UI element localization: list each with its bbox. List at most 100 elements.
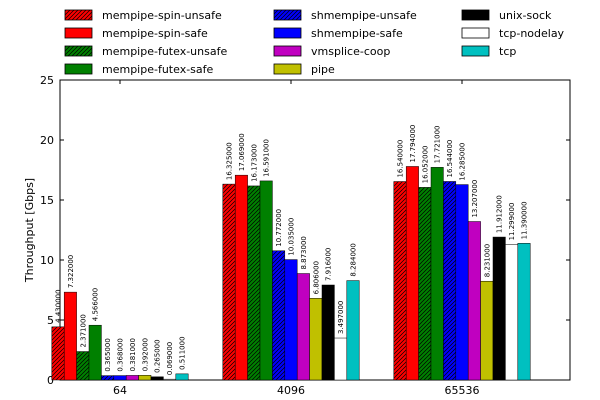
y-axis-label: Throughput [Gbps] <box>23 178 36 283</box>
data-label-mempipe-spin-safe-64: 7.322000 <box>67 255 75 288</box>
bar-mempipe-futex-safe-4096 <box>259 180 273 381</box>
bar-unix-sock-4096 <box>321 284 335 381</box>
x-axis: 64 4096 65536 <box>113 80 480 397</box>
bar-mempipe-spin-safe-64 <box>63 291 77 381</box>
data-label-shmempipe-unsafe-64: 0.365000 <box>104 338 112 371</box>
data-label-mempipe-spin-safe-4096: 17.069000 <box>238 133 246 171</box>
legend-swatch-tcp <box>461 45 490 57</box>
legend-label-mempipe-spin-safe: mempipe-spin-safe <box>102 27 208 40</box>
data-label-tcp-64: 0.511000 <box>179 336 187 369</box>
bar-tcp-nodelay-65536 <box>505 244 519 381</box>
legend-label-mempipe-spin-unsafe: mempipe-spin-unsafe <box>102 9 222 22</box>
legend-label-shmempipe-safe: shmempipe-safe <box>311 27 403 40</box>
bar-shmempipe-unsafe-64 <box>101 375 115 381</box>
data-label-unix-sock-65536: 11.912000 <box>496 195 504 233</box>
data-label-shmempipe-safe-64: 0.368000 <box>117 338 125 371</box>
bar-tcp-65536 <box>517 243 531 381</box>
data-label-vmsplice-coop-64: 0.381000 <box>129 338 137 371</box>
legend-swatch-mempipe-spin-safe <box>64 27 93 39</box>
y-tick-label: 15 <box>40 194 54 207</box>
y-tick-label: 0 <box>47 374 54 387</box>
x-tick-label: 64 <box>113 384 127 397</box>
data-label-shmempipe-unsafe-4096: 10.772000 <box>275 209 283 247</box>
legend-label-mempipe-futex-safe: mempipe-futex-safe <box>102 63 214 76</box>
legend-label-shmempipe-unsafe: shmempipe-unsafe <box>311 9 417 22</box>
data-label-mempipe-futex-unsafe-65536: 16.052000 <box>421 146 429 184</box>
y-tick-label: 20 <box>40 134 54 147</box>
data-label-unix-sock-4096: 7.916000 <box>325 248 333 281</box>
bar-vmsplice-coop-65536 <box>467 221 481 381</box>
legend-label-unix-sock: unix-sock <box>499 9 552 22</box>
bar-vmsplice-coop-64 <box>125 375 139 381</box>
bar-mempipe-futex-unsafe-64 <box>76 351 90 381</box>
y-tick-label: 5 <box>47 314 54 327</box>
legend-swatch-mempipe-spin-unsafe <box>64 9 93 21</box>
legend-swatch-mempipe-futex-safe <box>64 63 93 75</box>
data-label-tcp-nodelay-4096: 3.497000 <box>337 301 345 334</box>
data-label-shmempipe-safe-65536: 16.285000 <box>459 143 467 181</box>
legend-label-tcp: tcp <box>499 45 516 58</box>
bar-unix-sock-64 <box>150 376 164 381</box>
bar-mempipe-futex-safe-65536 <box>430 167 444 381</box>
data-label-pipe-65536: 8.231000 <box>483 244 491 277</box>
bar-mempipe-spin-safe-4096 <box>234 174 248 381</box>
legend-swatch-mempipe-futex-unsafe <box>64 45 93 57</box>
chart-legend: mempipe-spin-unsafe mempipe-spin-safe memp… <box>64 9 565 76</box>
x-tick-label: 65536 <box>445 384 480 397</box>
data-label-tcp-nodelay-65536: 11.299000 <box>508 203 516 241</box>
data-label-tcp-nodelay-64: 0.069000 <box>166 342 174 375</box>
bar-series <box>51 166 531 381</box>
legend-label-vmsplice-coop: vmsplice-coop <box>311 45 390 58</box>
legend-swatch-unix-sock <box>461 9 490 21</box>
legend-swatch-vmsplice-coop <box>273 45 302 57</box>
legend-swatch-tcp-nodelay <box>461 27 490 39</box>
bar-tcp-nodelay-4096 <box>334 337 348 381</box>
bar-pipe-4096 <box>309 298 323 381</box>
data-label-unix-sock-64: 0.265000 <box>154 339 162 372</box>
data-label-mempipe-spin-unsafe-64: 4.430000 <box>55 289 63 322</box>
bar-mempipe-spin-unsafe-65536 <box>393 181 407 381</box>
data-label-mempipe-futex-safe-64: 4.566000 <box>92 288 100 321</box>
bar-mempipe-spin-unsafe-64 <box>51 326 65 381</box>
data-label-mempipe-spin-safe-65536: 17.794000 <box>409 125 417 163</box>
bar-mempipe-futex-safe-64 <box>88 324 102 381</box>
bar-pipe-64 <box>138 375 152 381</box>
bar-tcp-4096 <box>346 280 360 381</box>
legend-label-tcp-nodelay: tcp-nodelay <box>499 27 565 40</box>
data-label-tcp-4096: 8.284000 <box>350 243 358 276</box>
data-label-mempipe-futex-safe-4096: 16.591000 <box>263 139 271 177</box>
data-label-mempipe-futex-unsafe-4096: 16.173000 <box>250 144 258 182</box>
y-tick-label: 25 <box>40 74 54 87</box>
bar-unix-sock-65536 <box>492 236 506 381</box>
legend-swatch-pipe <box>273 63 302 75</box>
bar-tcp-64 <box>175 373 189 381</box>
bar-pipe-65536 <box>480 280 494 381</box>
bar-shmempipe-safe-65536 <box>455 184 469 381</box>
data-label-mempipe-futex-unsafe-64: 2.371000 <box>79 314 87 347</box>
data-label-vmsplice-coop-4096: 8.873000 <box>300 236 308 269</box>
x-tick-label: 4096 <box>277 384 305 397</box>
data-label-mempipe-spin-unsafe-65536: 16.540000 <box>397 140 405 178</box>
bar-shmempipe-unsafe-65536 <box>443 181 457 381</box>
bar-shmempipe-safe-4096 <box>284 259 298 381</box>
legend-label-mempipe-futex-unsafe: mempipe-futex-unsafe <box>102 45 227 58</box>
legend-swatch-shmempipe-safe <box>273 27 302 39</box>
data-label-shmempipe-unsafe-65536: 16.544000 <box>446 140 454 178</box>
data-label-mempipe-futex-safe-65536: 17.721000 <box>434 125 442 163</box>
bar-vmsplice-coop-4096 <box>296 273 310 381</box>
bar-shmempipe-unsafe-4096 <box>272 250 286 381</box>
bar-mempipe-futex-unsafe-4096 <box>247 185 261 381</box>
legend-swatch-shmempipe-unsafe <box>273 9 302 21</box>
data-label-mempipe-spin-unsafe-4096: 16.325000 <box>226 142 234 180</box>
y-axis: 0 5 10 15 20 25 <box>40 74 570 387</box>
data-labels: 4.430000 7.322000 2.371000 4.566000 0.365000… <box>55 125 529 376</box>
y-tick-label: 10 <box>40 254 54 267</box>
data-label-pipe-64: 0.392000 <box>141 338 149 371</box>
data-label-tcp-65536: 11.390000 <box>521 201 529 239</box>
bar-mempipe-spin-unsafe-4096 <box>222 183 236 381</box>
data-label-pipe-4096: 6.806000 <box>312 261 320 294</box>
bar-shmempipe-safe-64 <box>113 375 127 381</box>
bar-mempipe-spin-safe-65536 <box>405 166 419 381</box>
data-label-vmsplice-coop-65536: 13.207000 <box>471 180 479 218</box>
